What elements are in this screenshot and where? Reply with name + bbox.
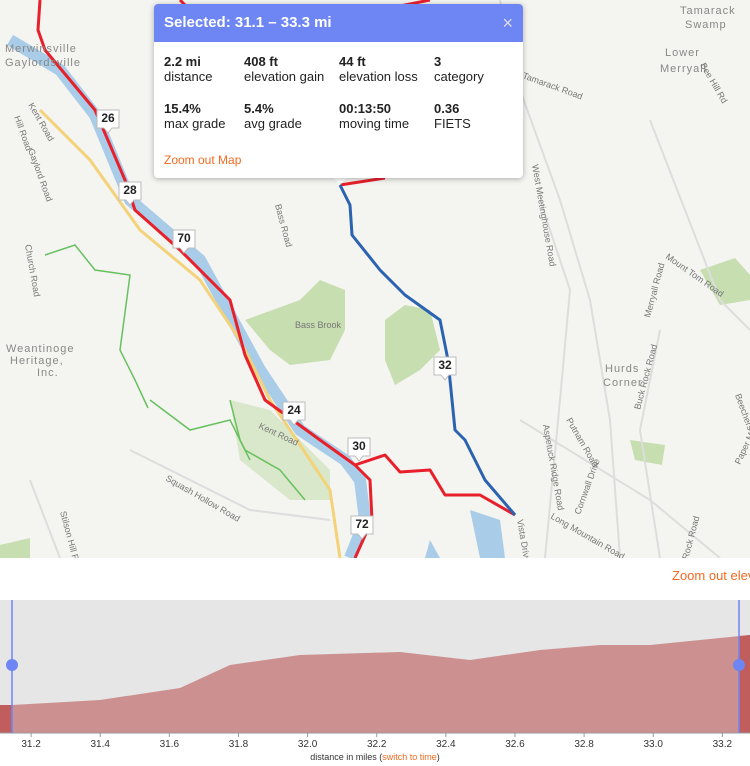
x-tick-label: 32.6	[505, 739, 525, 750]
popup-header: Selected: 31.1 – 33.3 mi ×	[154, 4, 523, 42]
elevation-profile: 31.2 31.4 31.6 31.8 32.0 32.2 32.4 32.6 32.8 33.0…	[0, 600, 750, 762]
route-markers: 26 28 70 24 30 72 32	[96, 109, 457, 540]
trails	[44, 244, 306, 501]
stat: 00:13:50 moving time	[339, 101, 439, 131]
marker-label: 72	[355, 517, 369, 531]
stat-value: 5.4%	[244, 101, 274, 116]
stat: 44 ft elevation loss	[339, 54, 439, 84]
x-tick-label: 32.0	[298, 739, 318, 750]
map-label: Corner	[603, 377, 643, 389]
marker-label: 30	[352, 439, 366, 453]
x-tick-label: 31.2	[21, 739, 41, 750]
x-tick-label: 32.4	[436, 739, 456, 750]
marker-badge	[172, 229, 196, 254]
zoom-out-elevation-link[interactable]: Zoom out elevation	[672, 568, 750, 583]
paren: (	[379, 752, 382, 762]
marker-label: 24	[287, 403, 301, 417]
map-label: Weantinoge	[6, 343, 75, 355]
marker-label: 26	[101, 111, 115, 125]
stat-value: 3	[434, 54, 442, 69]
map-label: Merryall	[660, 63, 707, 75]
stat: 2.2 mi distance	[164, 54, 264, 84]
stat-value: 0.36	[434, 101, 460, 116]
stat-label: category	[434, 69, 484, 84]
stat-label: moving time	[339, 116, 410, 131]
marker-badge	[118, 181, 142, 206]
map-label: Swamp	[685, 19, 727, 31]
stat-label: elevation gain	[244, 69, 325, 84]
map-label: Tamarack	[680, 5, 736, 17]
elevation-area	[0, 635, 750, 733]
water	[425, 510, 505, 558]
stat-value: 00:13:50	[339, 101, 392, 116]
x-tick-label: 33.2	[713, 739, 733, 750]
x-ticks: 31.2 31.4 31.6 31.8 32.0 32.2 32.4 32.6 32.8 33.0…	[21, 733, 733, 750]
map-label: Merwinsville	[5, 43, 77, 55]
marker-badge	[282, 401, 306, 426]
x-tick-label: 32.8	[574, 739, 594, 750]
map-label: Inc.	[37, 367, 59, 379]
selection-handle[interactable]	[6, 659, 18, 671]
selection-popup: Selected: 31.1 – 33.3 mi × 2.2 mi distance…	[154, 4, 523, 178]
marker-badge	[433, 356, 457, 381]
marker-label: 70	[177, 231, 191, 245]
stat-label: FIETS	[434, 116, 471, 131]
stat-label: max grade	[164, 116, 226, 131]
stat-value: 408 ft	[244, 54, 278, 69]
river	[6, 34, 372, 558]
x-axis-label: distance in miles (switch to time)	[310, 752, 440, 762]
x-tick-label: 33.0	[643, 739, 663, 750]
marker-badge	[350, 515, 374, 540]
stat-value: 2.2 mi	[164, 54, 201, 69]
stat: 3 category	[434, 54, 534, 84]
stat-value: 44 ft	[339, 54, 366, 69]
selection-handle[interactable]	[733, 659, 745, 671]
marker-badge	[96, 109, 120, 134]
paren: )	[437, 752, 440, 762]
zoom-out-map-link[interactable]: Zoom out Map	[164, 153, 242, 167]
stat: 0.36 FIETS	[434, 101, 534, 131]
stat-label: elevation loss	[339, 69, 418, 84]
stat-value: 15.4%	[164, 101, 201, 116]
close-button[interactable]: ×	[502, 13, 513, 33]
marker-label: 32	[438, 358, 452, 372]
map-label: Bass Brook	[295, 320, 342, 330]
map-label: Lower	[665, 47, 700, 59]
x-axis-title: distance in miles	[310, 752, 377, 762]
map-label: Heritage,	[10, 355, 64, 367]
switch-to-time-link[interactable]: switch to time	[382, 752, 437, 762]
parks	[0, 258, 750, 558]
popup-pointer	[332, 176, 348, 185]
marker-badge	[347, 437, 371, 462]
x-tick-label: 31.8	[229, 739, 249, 750]
map-label: Hurds	[605, 363, 639, 375]
x-tick-label: 31.6	[160, 739, 180, 750]
stat: 15.4% max grade	[164, 101, 264, 131]
stat-label: distance	[164, 69, 213, 84]
stat: 408 ft elevation gain	[244, 54, 344, 84]
map-label: Gaylordsville	[5, 57, 81, 69]
marker-label: 28	[123, 183, 137, 197]
x-tick-label: 31.4	[90, 739, 110, 750]
x-tick-label: 32.2	[367, 739, 387, 750]
popup-title: Selected: 31.1 – 33.3 mi	[164, 14, 332, 31]
stat-label: avg grade	[244, 116, 302, 131]
stat: 5.4% avg grade	[244, 101, 344, 131]
